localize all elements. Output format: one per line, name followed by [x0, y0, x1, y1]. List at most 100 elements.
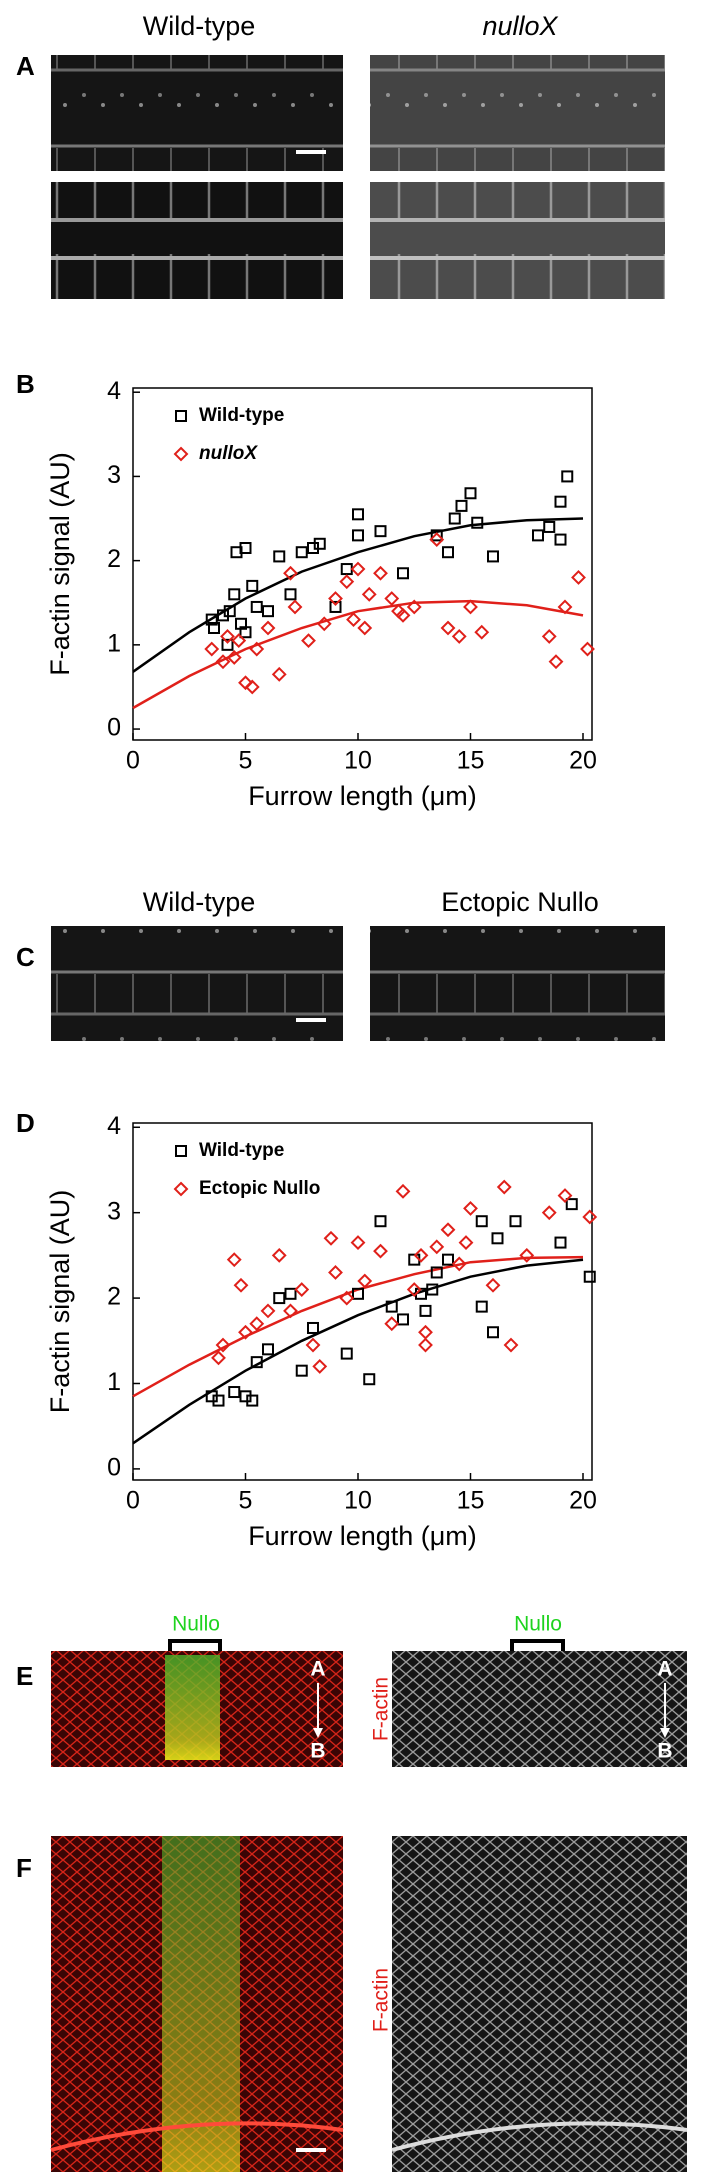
data-point	[442, 1253, 454, 1266]
y-tick-label: 0	[107, 1454, 121, 1482]
data-point	[406, 1282, 422, 1297]
data-point	[316, 616, 332, 632]
data-point	[173, 446, 189, 462]
arrow-head	[660, 1728, 670, 1738]
fit-line	[132, 599, 584, 710]
data-point	[295, 546, 308, 559]
data-point	[374, 525, 387, 538]
data-point	[419, 1304, 432, 1317]
x-axis-title: Furrow length (μm)	[248, 1521, 477, 1551]
data-point	[503, 1337, 519, 1353]
data-point	[273, 550, 286, 563]
data-point	[223, 605, 236, 618]
data-point	[565, 1198, 578, 1211]
data-point	[429, 532, 445, 547]
data-point	[339, 574, 355, 590]
data-point	[313, 537, 326, 550]
data-point	[226, 650, 242, 665]
data-point	[580, 641, 595, 657]
data-point	[374, 1215, 387, 1228]
data-point	[448, 512, 461, 525]
data-point	[238, 1324, 253, 1340]
data-point	[221, 638, 234, 651]
channel-label: F-actin	[370, 1968, 393, 2032]
data-point	[519, 1247, 535, 1263]
data-point	[262, 1343, 274, 1356]
data-point	[357, 620, 373, 636]
data-point	[204, 641, 220, 657]
fit-line	[132, 1255, 584, 1398]
plot-frame	[132, 1122, 593, 1481]
data-point	[328, 591, 343, 606]
data-point	[418, 1324, 433, 1340]
data-point	[301, 633, 316, 649]
y-tick-label: 4	[107, 377, 121, 405]
data-point	[487, 550, 499, 563]
marker-label: Nullo	[514, 1613, 562, 1636]
data-point	[352, 1287, 364, 1300]
x-tick-label: 20	[569, 1487, 597, 1515]
data-point	[246, 1394, 259, 1407]
bracket	[510, 1639, 565, 1652]
x-tick-label: 10	[344, 747, 372, 775]
data-point	[215, 654, 231, 670]
axis-label: B	[310, 1740, 325, 1763]
data-point	[474, 624, 490, 640]
data-point	[249, 1316, 265, 1332]
data-point	[395, 1183, 411, 1199]
data-point	[426, 1283, 439, 1296]
data-point	[323, 1230, 339, 1246]
data-point	[487, 1326, 499, 1339]
fit-line	[132, 1258, 584, 1445]
panel-title: Ectopic Nullo	[441, 887, 599, 917]
data-point	[373, 1243, 388, 1259]
data-point	[271, 666, 287, 682]
data-point	[260, 1303, 276, 1319]
data-point	[463, 1200, 478, 1216]
arrow-head	[313, 1728, 323, 1738]
legend-label: Wild-type	[199, 1140, 284, 1161]
data-point	[346, 612, 361, 627]
data-point	[582, 1209, 598, 1225]
data-point	[397, 1313, 409, 1326]
data-point	[231, 633, 247, 649]
data-point	[496, 1179, 512, 1195]
data-point	[485, 1277, 501, 1293]
y-tick-label: 4	[107, 1112, 121, 1140]
data-point	[463, 599, 478, 615]
data-point	[329, 600, 342, 613]
data-point	[357, 1273, 373, 1289]
data-point	[340, 1347, 353, 1360]
data-point	[583, 1270, 596, 1283]
data-point	[328, 1265, 343, 1280]
data-point	[228, 588, 241, 601]
y-tick-label: 0	[107, 714, 121, 742]
data-point	[271, 1247, 287, 1263]
data-point	[442, 546, 454, 559]
data-point	[350, 1235, 366, 1250]
marker-label: Nullo	[172, 1613, 220, 1636]
data-point	[373, 565, 388, 581]
nullo-stripe	[165, 1655, 220, 1760]
panel-title: nulloX	[482, 11, 558, 41]
data-point	[238, 675, 253, 691]
data-point	[543, 520, 556, 533]
data-point	[363, 1373, 376, 1386]
data-point	[391, 603, 406, 619]
axis-label: B	[657, 1740, 672, 1763]
x-tick-label: 10	[344, 1487, 372, 1515]
panel-label: D	[16, 1108, 35, 1138]
nullo-stripe	[162, 1836, 240, 2172]
data-point	[212, 1394, 225, 1407]
data-point	[384, 1316, 400, 1332]
micrograph	[392, 1836, 687, 2172]
data-point	[557, 1188, 573, 1204]
data-point	[173, 1181, 189, 1197]
x-tick-label: 15	[457, 1487, 485, 1515]
y-tick-label: 2	[107, 1283, 121, 1311]
data-point	[440, 620, 456, 636]
x-tick-label: 0	[126, 747, 140, 775]
micrograph	[370, 182, 665, 299]
data-point	[307, 1321, 319, 1334]
